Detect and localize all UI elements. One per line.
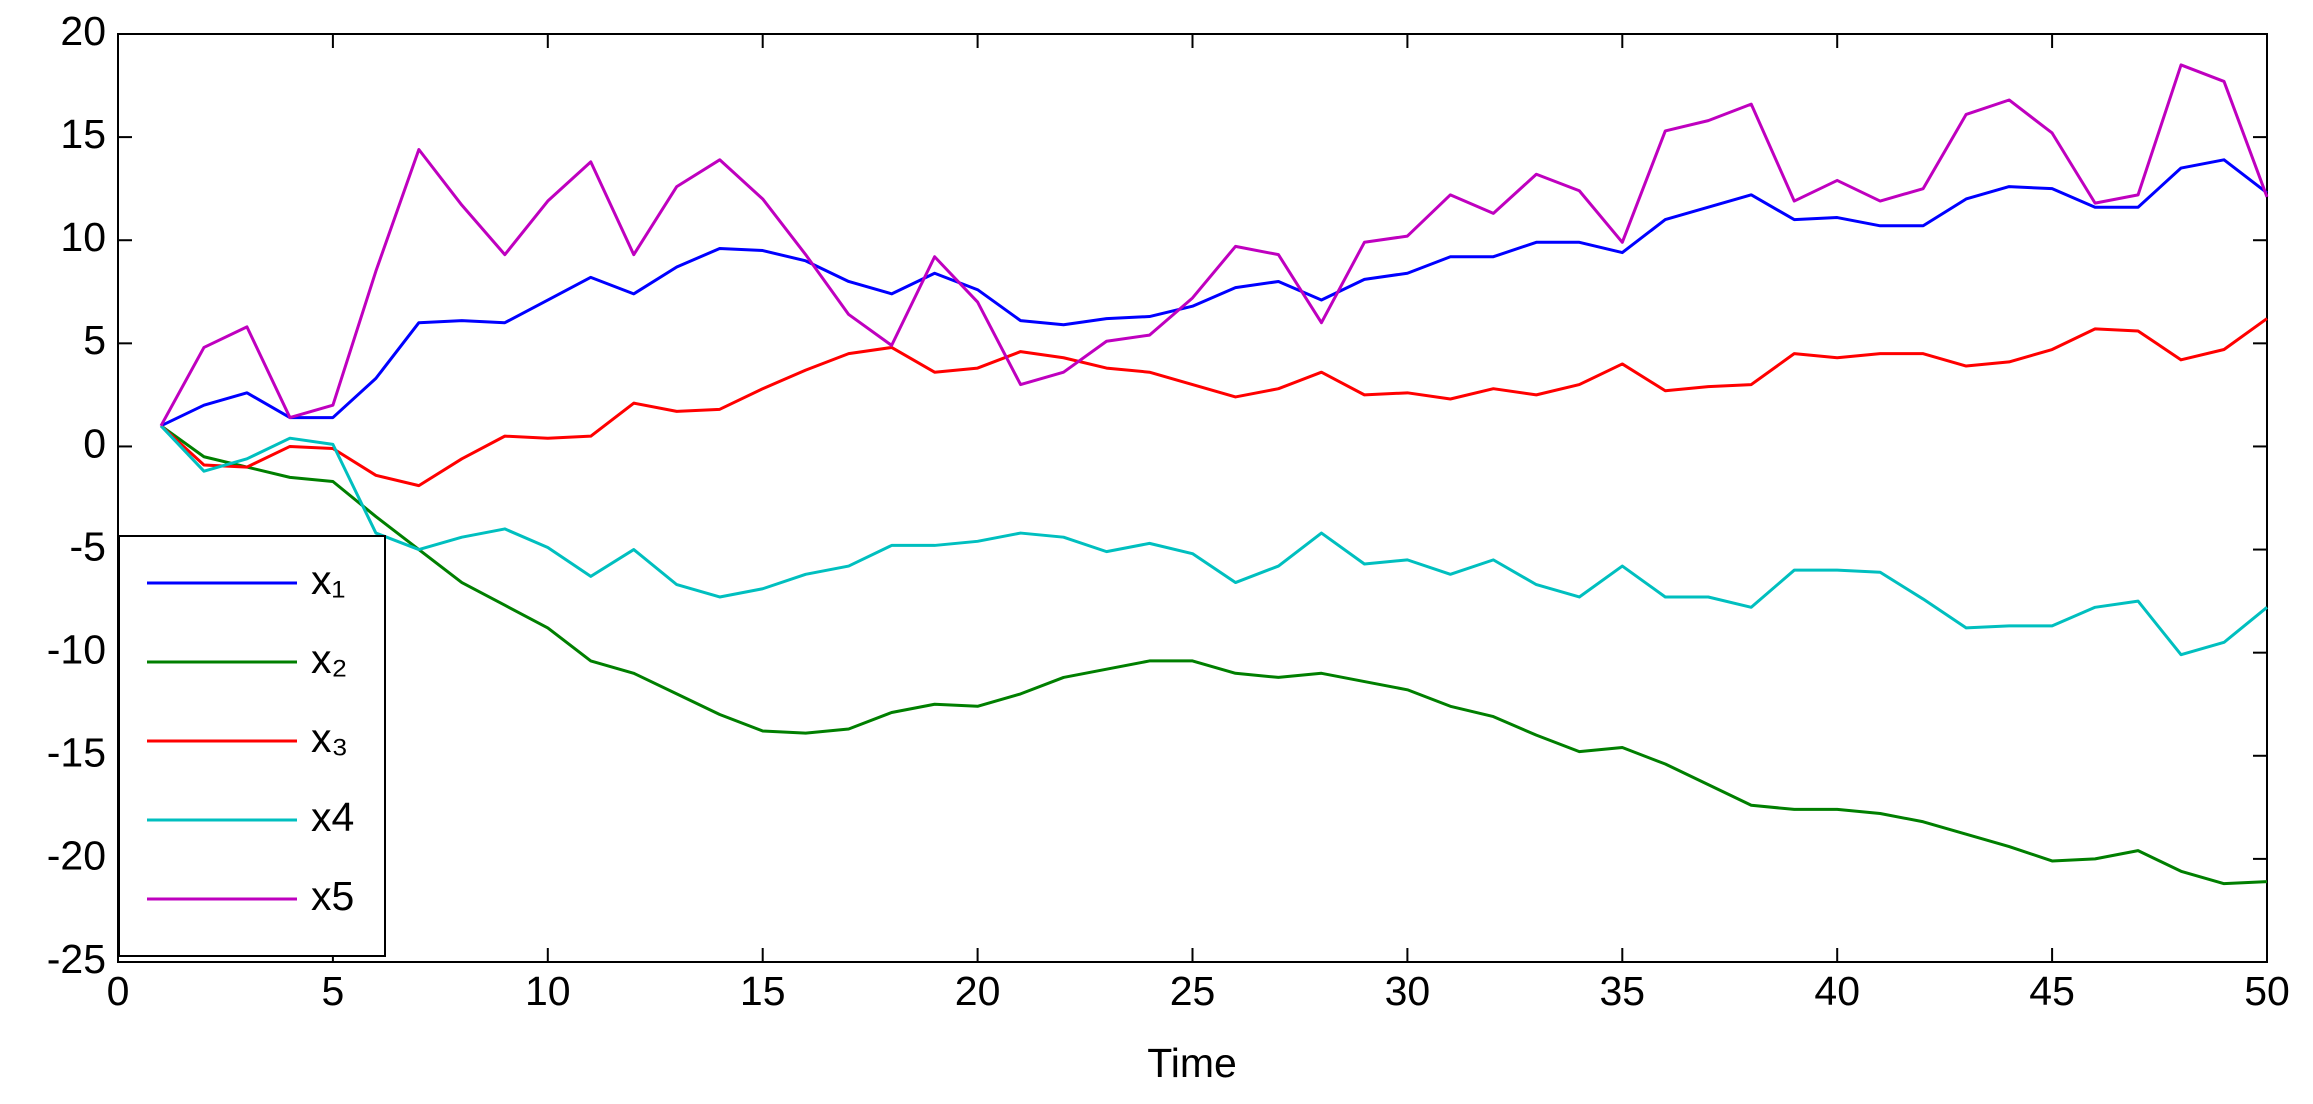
series-line xyxy=(159,317,2268,488)
x-tick-label: 15 xyxy=(740,968,786,1014)
y-tick-label: -5 xyxy=(70,523,106,569)
x-tick-label: 50 xyxy=(2244,968,2290,1014)
y-tick-label: -10 xyxy=(47,626,106,672)
x-tick-label: 30 xyxy=(1385,968,1431,1014)
y-tick-label: -20 xyxy=(47,833,106,879)
legend-box xyxy=(118,535,386,957)
x-axis-label: Time xyxy=(1147,1040,1237,1086)
series-line xyxy=(160,424,2268,886)
plot-frame xyxy=(117,33,2268,963)
legend-label: x5 xyxy=(311,873,354,919)
y-tick-label: -15 xyxy=(47,730,106,776)
x-tick-label: 10 xyxy=(525,968,571,1014)
x-tick-label: 45 xyxy=(2029,968,2075,1014)
x-tick-label: 40 xyxy=(1814,968,1860,1014)
series-line xyxy=(159,63,2269,427)
x-tick-label: 20 xyxy=(955,968,1001,1014)
y-tick-label: 15 xyxy=(60,111,106,157)
y-tick-label: 0 xyxy=(83,420,106,466)
y-tick-label: 20 xyxy=(60,8,106,54)
legend-label: x4 xyxy=(311,794,354,840)
legend-label: x₂ xyxy=(311,636,347,682)
x-tick-label: 25 xyxy=(1170,968,1216,1014)
series-line xyxy=(159,424,2268,657)
y-tick-label: -25 xyxy=(47,936,106,982)
x-tick-label: 35 xyxy=(1599,968,1645,1014)
y-tick-label: 5 xyxy=(83,317,106,363)
y-tick-label: 10 xyxy=(60,214,106,260)
legend-label: x₃ xyxy=(311,715,348,761)
x-tick-label: 0 xyxy=(107,968,130,1014)
x-tick-label: 5 xyxy=(321,968,344,1014)
series-line xyxy=(160,158,2268,428)
legend-label: x₁ xyxy=(311,557,345,603)
